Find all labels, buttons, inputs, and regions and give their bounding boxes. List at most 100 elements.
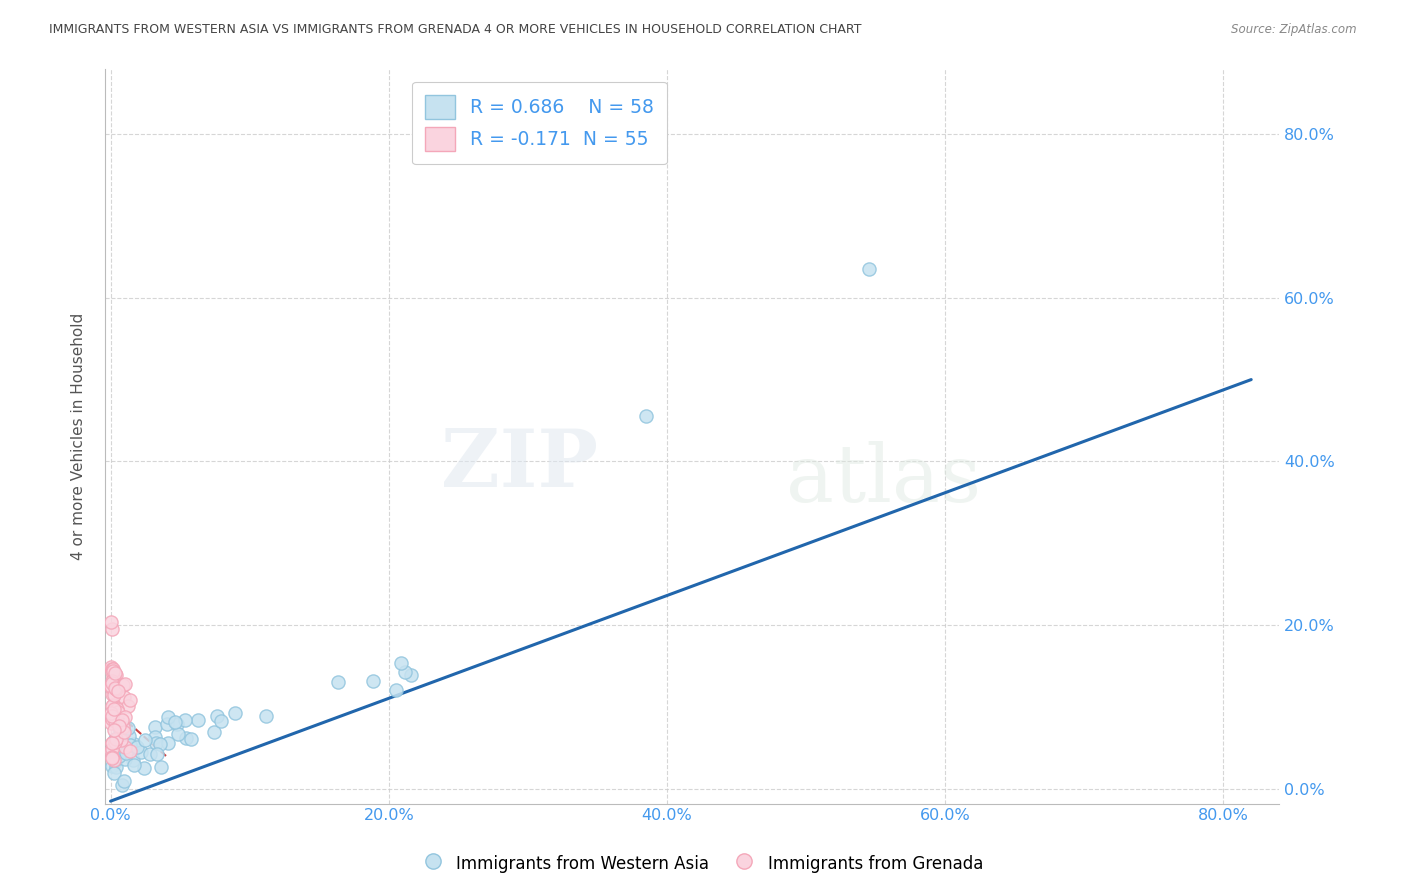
- Point: [122, 737, 145, 751]
- Point: [167, 727, 190, 741]
- Point: [101, 663, 124, 677]
- Point: [112, 678, 135, 692]
- Point: [254, 709, 277, 723]
- Legend: Immigrants from Western Asia, Immigrants from Grenada: Immigrants from Western Asia, Immigrants…: [416, 847, 990, 880]
- Point: [101, 758, 124, 772]
- Point: [361, 673, 384, 688]
- Point: [104, 714, 127, 728]
- Point: [101, 751, 124, 765]
- Point: [122, 758, 145, 772]
- Point: [100, 659, 122, 673]
- Point: [107, 705, 129, 719]
- Point: [103, 702, 125, 716]
- Point: [103, 688, 125, 702]
- Point: [101, 622, 124, 636]
- Point: [103, 698, 125, 712]
- Point: [100, 744, 122, 758]
- Point: [104, 735, 127, 749]
- Y-axis label: 4 or more Vehicles in Household: 4 or more Vehicles in Household: [72, 312, 86, 559]
- Point: [112, 725, 135, 739]
- Point: [104, 755, 127, 769]
- Point: [100, 665, 122, 679]
- Point: [209, 714, 232, 728]
- Point: [134, 733, 156, 747]
- Point: [110, 714, 132, 728]
- Point: [112, 774, 135, 789]
- Point: [114, 677, 136, 691]
- Point: [107, 684, 129, 698]
- Point: [103, 687, 125, 701]
- Point: [173, 713, 195, 727]
- Point: [118, 729, 141, 743]
- Point: [394, 665, 416, 679]
- Point: [100, 706, 122, 720]
- Point: [100, 749, 122, 764]
- Point: [166, 716, 188, 731]
- Point: [100, 715, 122, 730]
- Point: [149, 760, 172, 774]
- Point: [110, 723, 132, 738]
- Point: [101, 677, 124, 691]
- Point: [100, 709, 122, 723]
- Point: [157, 736, 180, 750]
- Point: [118, 692, 141, 706]
- Point: [207, 709, 229, 723]
- Point: [111, 720, 134, 734]
- Point: [101, 671, 124, 685]
- Point: [143, 720, 166, 734]
- Point: [328, 675, 350, 690]
- Point: [143, 731, 166, 745]
- Point: [114, 739, 136, 754]
- Point: [389, 657, 412, 671]
- Point: [149, 737, 172, 751]
- Point: [103, 765, 125, 780]
- Point: [132, 761, 155, 775]
- Text: Source: ZipAtlas.com: Source: ZipAtlas.com: [1232, 23, 1357, 37]
- Point: [104, 732, 127, 747]
- Point: [101, 736, 124, 750]
- Point: [108, 734, 131, 748]
- Point: [100, 615, 122, 629]
- Legend: R = 0.686    N = 58, R = -0.171  N = 55: R = 0.686 N = 58, R = -0.171 N = 55: [412, 81, 666, 164]
- Point: [103, 753, 125, 767]
- Point: [100, 680, 122, 694]
- Point: [117, 721, 139, 735]
- Point: [100, 687, 122, 701]
- Point: [104, 682, 127, 697]
- Point: [108, 719, 131, 733]
- Point: [104, 752, 127, 766]
- Point: [202, 725, 225, 739]
- Point: [114, 746, 136, 760]
- Point: [110, 733, 132, 747]
- Point: [100, 741, 122, 756]
- Point: [103, 723, 125, 737]
- Point: [156, 717, 179, 731]
- Point: [117, 698, 139, 713]
- Point: [105, 702, 128, 716]
- Point: [114, 752, 136, 766]
- Point: [100, 679, 122, 693]
- Point: [104, 667, 127, 681]
- Point: [165, 714, 187, 729]
- Point: [122, 753, 145, 767]
- Point: [110, 778, 132, 792]
- Point: [145, 747, 167, 761]
- Point: [108, 741, 131, 756]
- Point: [101, 712, 124, 726]
- Point: [103, 664, 125, 678]
- Point: [112, 690, 135, 705]
- Text: IMMIGRANTS FROM WESTERN ASIA VS IMMIGRANTS FROM GRENADA 4 OR MORE VEHICLES IN HO: IMMIGRANTS FROM WESTERN ASIA VS IMMIGRAN…: [49, 23, 862, 37]
- Point: [101, 676, 124, 690]
- Point: [187, 713, 209, 727]
- Text: ZIP: ZIP: [441, 426, 598, 505]
- Point: [224, 706, 246, 720]
- Point: [145, 736, 167, 750]
- Point: [858, 262, 880, 277]
- Point: [118, 738, 141, 752]
- Point: [103, 672, 125, 686]
- Point: [114, 709, 136, 723]
- Point: [104, 681, 127, 695]
- Point: [103, 662, 125, 676]
- Point: [636, 409, 658, 424]
- Point: [111, 747, 134, 762]
